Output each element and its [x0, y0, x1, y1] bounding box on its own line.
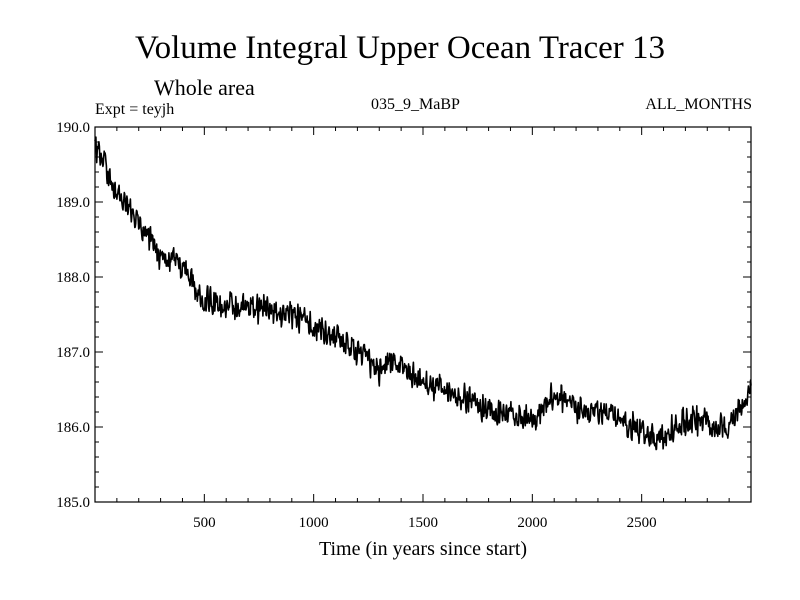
- x-tick-label: 2000: [517, 515, 547, 531]
- y-tick-label: 187.0: [56, 345, 90, 361]
- run-label: 035_9_MaBP: [371, 96, 460, 113]
- plot-frame: [94, 126, 752, 503]
- x-axis-label: Time (in years since start): [318, 538, 528, 560]
- x-tick-label: 1000: [299, 515, 329, 531]
- ticks-layer: [95, 127, 751, 502]
- x-tick-label: 2500: [627, 515, 657, 531]
- y-tick-label: 189.0: [56, 195, 90, 211]
- x-tick-label: 1500: [408, 515, 438, 531]
- chart-subtitle: Whole area: [154, 75, 255, 100]
- series-line: [94, 136, 752, 451]
- y-tick-label: 185.0: [56, 495, 90, 511]
- y-tick-label: 190.0: [56, 120, 90, 136]
- experiment-label: Expt = teyjh: [95, 101, 175, 118]
- chart-title: Volume Integral Upper Ocean Tracer 13: [135, 30, 665, 66]
- y-tick-label: 186.0: [56, 420, 90, 436]
- x-tick-label: 500: [193, 515, 216, 531]
- months-label: ALL_MONTHS: [645, 96, 752, 113]
- y-tick-label: 188.0: [56, 270, 90, 286]
- tick-labels-layer: 500 1000 1500 2000 2500 185.0 186.0 187.0 188.0 1…: [56, 120, 656, 531]
